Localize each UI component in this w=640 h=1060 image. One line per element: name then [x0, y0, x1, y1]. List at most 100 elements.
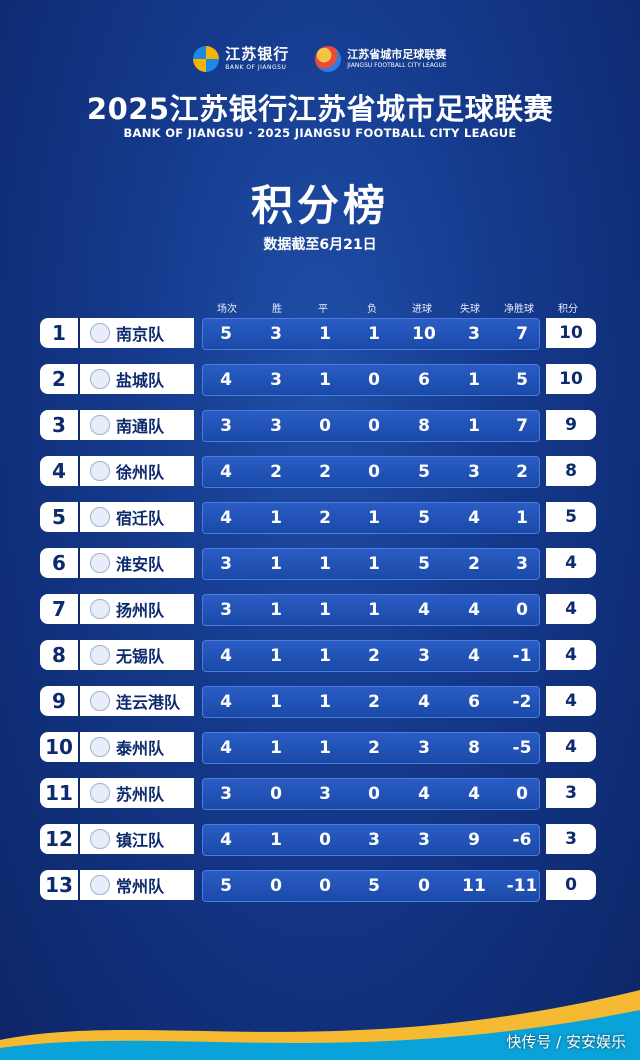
stat-lost: 0 [368, 370, 380, 390]
stat-goal-diff: 2 [516, 462, 528, 482]
team-cell: 7 扬州队 [40, 594, 194, 624]
table-row: 11 苏州队 3 0 3 0 4 4 0 3 [40, 778, 596, 810]
stat-drawn: 1 [319, 738, 331, 758]
table-row: 8 无锡队 4 1 1 2 3 4 -1 4 [40, 640, 596, 672]
rank: 7 [40, 594, 80, 624]
stat-drawn: 0 [319, 876, 331, 896]
stat-goals-against: 3 [468, 462, 480, 482]
stat-won: 1 [270, 830, 282, 850]
stat-goals-for: 4 [418, 692, 430, 712]
stat-goals-for: 3 [418, 830, 430, 850]
rank: 5 [40, 502, 80, 532]
table-row: 9 连云港队 4 1 1 2 4 6 -2 4 [40, 686, 596, 718]
stat-goals-against: 4 [468, 600, 480, 620]
stat-drawn: 1 [319, 646, 331, 666]
table-row: 10 泰州队 4 1 1 2 3 8 -5 4 [40, 732, 596, 764]
stat-goal-diff: -2 [512, 692, 532, 712]
team-name: 无锡队 [116, 647, 165, 666]
stat-won: 1 [270, 554, 282, 574]
stat-played: 3 [220, 600, 232, 620]
stat-won: 0 [270, 876, 282, 896]
stat-goal-diff: -6 [512, 830, 532, 850]
stat-goals-for: 3 [418, 646, 430, 666]
stat-won: 1 [270, 738, 282, 758]
stat-goals-against: 9 [468, 830, 480, 850]
bank-logo-icon [193, 46, 220, 72]
table-row: 13 常州队 5 0 0 5 0 11 -11 0 [40, 870, 596, 902]
stat-won: 2 [270, 462, 282, 482]
stats-bar: 4 1 0 3 3 9 -6 [202, 824, 540, 856]
stat-goals-for: 5 [418, 462, 430, 482]
team-cell: 12 镇江队 [40, 824, 194, 854]
stats-bar: 3 1 1 1 4 4 0 [202, 594, 540, 626]
rank: 9 [40, 686, 80, 716]
team-badge-icon [90, 553, 110, 573]
stat-played: 3 [220, 416, 232, 436]
rank: 3 [40, 410, 80, 440]
stats-bar: 4 3 1 0 6 1 5 [202, 364, 540, 396]
stat-won: 1 [270, 508, 282, 528]
col-goal-diff: 净胜球 [504, 304, 534, 315]
stat-won: 3 [270, 416, 282, 436]
table-row: 4 徐州队 4 2 2 0 5 3 2 8 [40, 456, 596, 488]
team-name: 宿迁队 [116, 509, 165, 528]
stat-played: 4 [220, 370, 232, 390]
stat-goal-diff: 7 [516, 416, 528, 436]
team-name: 南京队 [116, 325, 165, 344]
stats-bar: 3 1 1 1 5 2 3 [202, 548, 540, 580]
stat-goals-against: 6 [468, 692, 480, 712]
stat-won: 1 [270, 692, 282, 712]
team-badge-icon [90, 461, 110, 481]
stat-goals-for: 10 [412, 324, 436, 344]
stat-goal-diff: 5 [516, 370, 528, 390]
points: 10 [546, 318, 596, 348]
stat-goals-against: 4 [468, 508, 480, 528]
stat-played: 4 [220, 692, 232, 712]
points: 5 [546, 502, 596, 532]
stat-drawn: 1 [319, 692, 331, 712]
team-cell: 10 泰州队 [40, 732, 194, 762]
stat-drawn: 3 [319, 784, 331, 804]
rank: 8 [40, 640, 80, 670]
stat-goal-diff: -11 [506, 876, 538, 896]
col-drawn: 平 [318, 304, 328, 315]
team-cell: 8 无锡队 [40, 640, 194, 670]
rank: 6 [40, 548, 80, 578]
bank-name-cn: 江苏银行 [225, 45, 290, 63]
stat-won: 3 [270, 370, 282, 390]
team-cell: 11 苏州队 [40, 778, 194, 808]
stat-lost: 2 [368, 646, 380, 666]
team-name: 常州队 [116, 877, 165, 896]
stat-lost: 0 [368, 784, 380, 804]
stat-goals-for: 3 [418, 738, 430, 758]
stats-bar: 3 0 3 0 4 4 0 [202, 778, 540, 810]
points: 0 [546, 870, 596, 900]
team-badge-icon [90, 507, 110, 527]
stat-goals-for: 8 [418, 416, 430, 436]
col-goals-for: 进球 [412, 304, 432, 315]
team-cell: 1 南京队 [40, 318, 194, 348]
stat-goals-for: 5 [418, 554, 430, 574]
team-name: 镇江队 [116, 831, 165, 850]
stats-bar: 4 1 1 2 3 8 -5 [202, 732, 540, 764]
decorative-wave [0, 990, 640, 1060]
rank: 2 [40, 364, 80, 394]
column-headers: 场次 胜 平 负 进球 失球 净胜球 积分 [0, 300, 640, 316]
stat-played: 5 [220, 324, 232, 344]
data-date: 数据截至6月21日 [263, 237, 377, 253]
stat-lost: 0 [368, 416, 380, 436]
team-name: 泰州队 [116, 739, 165, 758]
points: 3 [546, 778, 596, 808]
stat-won: 1 [270, 646, 282, 666]
team-cell: 5 宿迁队 [40, 502, 194, 532]
team-cell: 4 徐州队 [40, 456, 194, 486]
stat-goals-for: 6 [418, 370, 430, 390]
table-row: 2 盐城队 4 3 1 0 6 1 5 10 [40, 364, 596, 396]
stat-goals-against: 2 [468, 554, 480, 574]
stat-goals-for: 4 [418, 600, 430, 620]
team-cell: 9 连云港队 [40, 686, 194, 716]
stat-drawn: 1 [319, 370, 331, 390]
bank-name-en: BANK OF JIANGSU [225, 64, 287, 71]
rank: 11 [40, 778, 80, 808]
stats-bar: 5 3 1 1 10 3 7 [202, 318, 540, 350]
